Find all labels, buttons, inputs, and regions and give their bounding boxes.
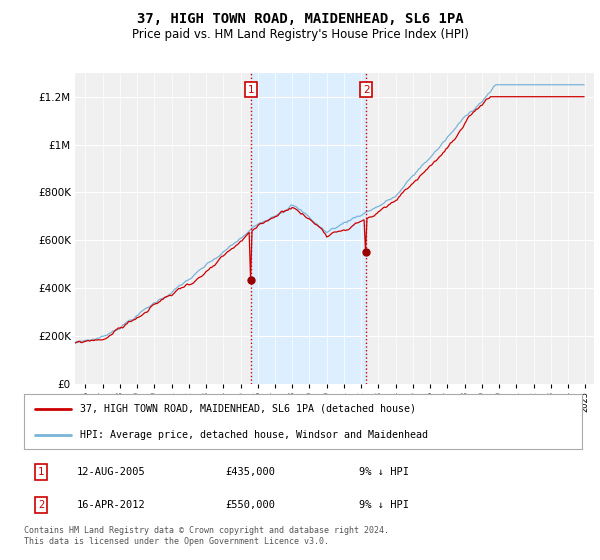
Text: 1: 1	[38, 467, 44, 477]
Text: 37, HIGH TOWN ROAD, MAIDENHEAD, SL6 1PA (detached house): 37, HIGH TOWN ROAD, MAIDENHEAD, SL6 1PA …	[80, 404, 416, 413]
Text: £550,000: £550,000	[225, 501, 275, 510]
Text: 2: 2	[38, 501, 44, 510]
Text: 37, HIGH TOWN ROAD, MAIDENHEAD, SL6 1PA: 37, HIGH TOWN ROAD, MAIDENHEAD, SL6 1PA	[137, 12, 463, 26]
Bar	[251, 73, 366, 384]
Text: 2: 2	[363, 85, 370, 95]
Text: HPI: Average price, detached house, Windsor and Maidenhead: HPI: Average price, detached house, Wind…	[80, 430, 428, 440]
Text: 9% ↓ HPI: 9% ↓ HPI	[359, 501, 409, 510]
Text: 9% ↓ HPI: 9% ↓ HPI	[359, 467, 409, 477]
Text: Price paid vs. HM Land Registry's House Price Index (HPI): Price paid vs. HM Land Registry's House …	[131, 28, 469, 41]
Text: 1: 1	[248, 85, 254, 95]
Text: 12-AUG-2005: 12-AUG-2005	[77, 467, 146, 477]
Text: 16-APR-2012: 16-APR-2012	[77, 501, 146, 510]
Text: Contains HM Land Registry data © Crown copyright and database right 2024.
This d: Contains HM Land Registry data © Crown c…	[24, 526, 389, 546]
Text: £435,000: £435,000	[225, 467, 275, 477]
